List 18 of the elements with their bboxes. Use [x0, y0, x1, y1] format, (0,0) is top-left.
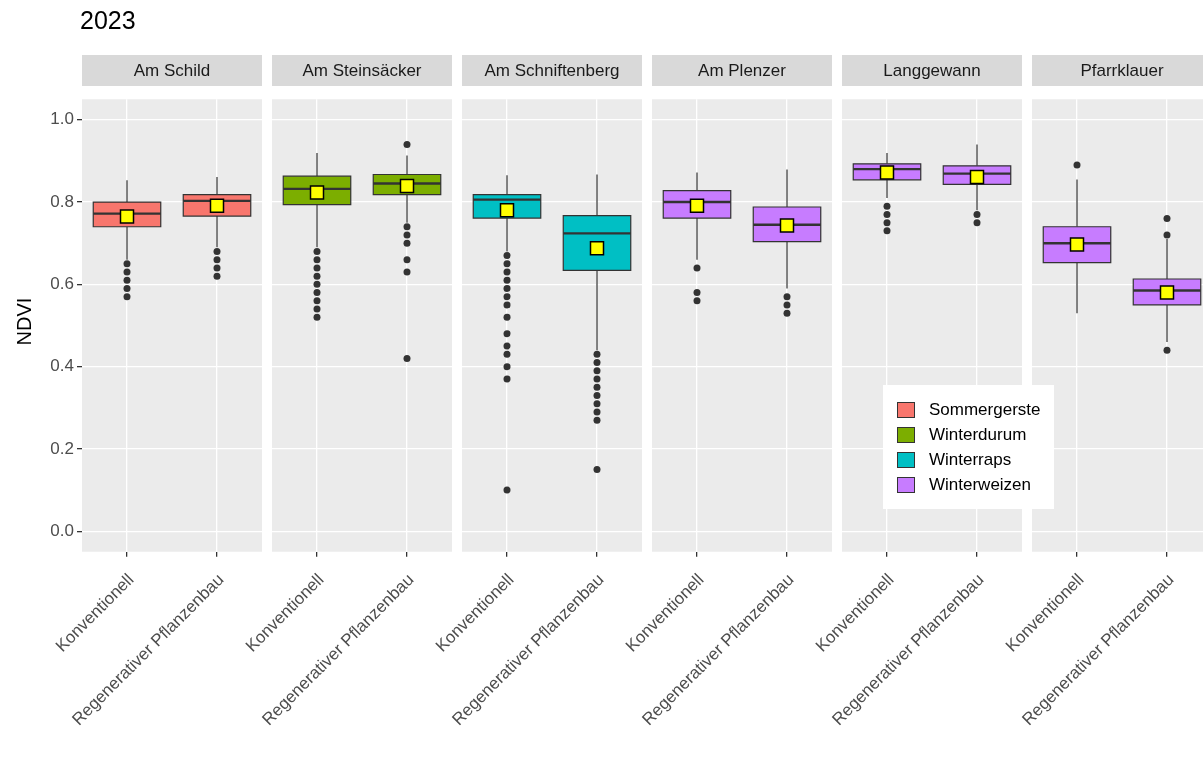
chart-subtitle: Am Schniftenberg	[462, 55, 642, 86]
text: Sommergerste	[929, 399, 1041, 419]
y-tick-label: 1.0	[50, 109, 74, 129]
y-tick-label: 0.4	[50, 356, 74, 376]
chart-subtitle: Am Plenzer	[652, 55, 832, 86]
y-tick-label: 0.8	[50, 191, 74, 211]
chart-subtitle: Am Schild	[82, 55, 262, 86]
chart-subtitle: Pfarrklauer	[1032, 55, 1203, 86]
legend-label: Winterweizen	[929, 474, 1032, 495]
text: Winterdurum	[929, 424, 1027, 444]
chart-subtitle: Langgewann	[842, 55, 1022, 86]
text: Winterraps	[929, 449, 1012, 469]
y-tick-label: 0.6	[50, 274, 74, 294]
chart-title: 2023	[80, 6, 136, 35]
chart-subtitle: Am Steinsäcker	[272, 55, 452, 86]
y-axis-title: NDVI	[12, 296, 36, 348]
y-tick-label: 0.0	[50, 520, 74, 540]
y-tick-label: 0.2	[50, 438, 74, 458]
